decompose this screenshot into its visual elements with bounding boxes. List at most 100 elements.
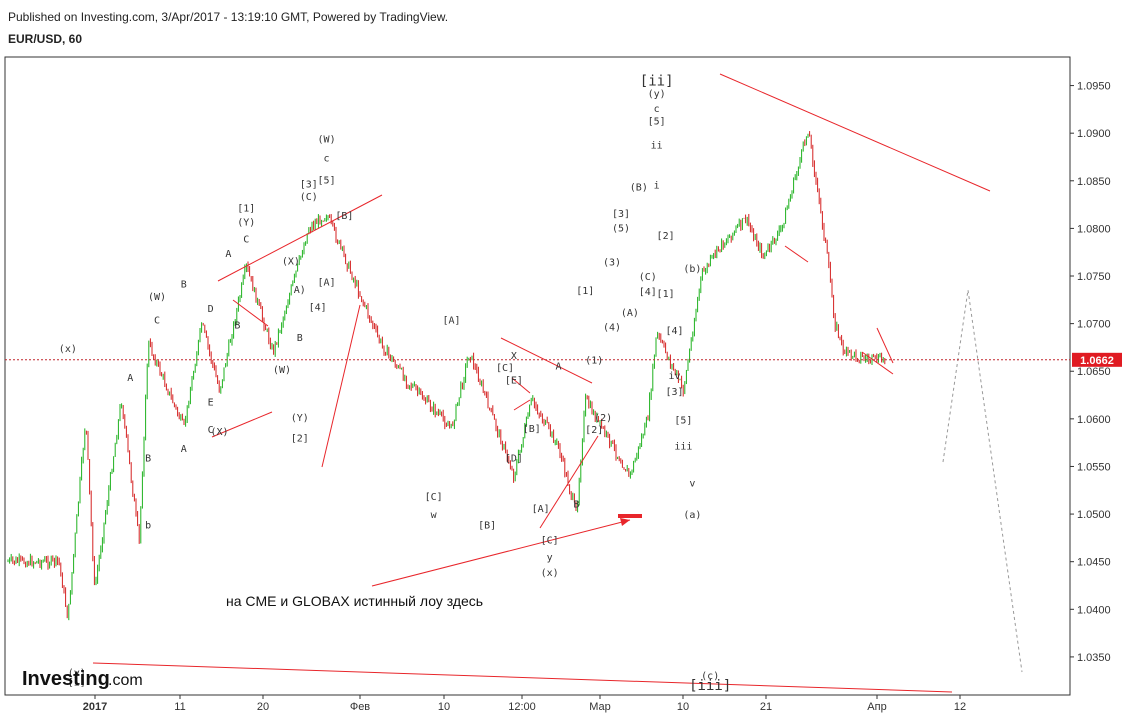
wave-label: (C) <box>300 192 318 203</box>
wave-label: (A) <box>621 308 639 319</box>
wave-label: B <box>181 279 187 290</box>
arrow-to-low-line <box>371 519 631 587</box>
time-tick-label: 21 <box>760 701 772 713</box>
wave-label: [3] <box>665 387 683 398</box>
price-tick-label: 1.0450 <box>1077 557 1111 569</box>
wave-label: (C) <box>639 272 657 283</box>
candles-layer <box>7 131 886 621</box>
wave-label: [A] <box>318 278 336 289</box>
time-tick-label: 20 <box>257 701 269 713</box>
price-tick-label: 1.0500 <box>1077 509 1111 521</box>
wave-label: i <box>654 180 660 191</box>
trendline-triangle-high <box>232 299 269 327</box>
trendline-wedge-top <box>217 194 383 282</box>
arrow-to-low-head <box>620 518 630 526</box>
wave-label: b <box>145 520 151 531</box>
trendlines-layer <box>92 73 1023 693</box>
wave-label: [B] <box>335 211 353 222</box>
current-price-label: 1.0662 <box>1080 355 1114 367</box>
wave-label: (x) <box>59 344 77 355</box>
wave-label: (4) <box>603 322 621 333</box>
wave-label: (B) <box>630 182 648 193</box>
time-tick-label: 12 <box>954 701 966 713</box>
wave-label: (y) <box>68 668 86 679</box>
logo-wordmark: Investing <box>22 668 110 690</box>
wave-label: A <box>225 249 231 260</box>
logo-suffix: .com <box>108 672 143 689</box>
wave-label: (W) <box>318 135 336 146</box>
wave-label: [1] <box>576 286 594 297</box>
trendline-x-mini-a <box>511 377 531 394</box>
wave-label: y <box>547 553 553 564</box>
wave-label: [4] <box>639 287 657 298</box>
wave-label: [2] <box>585 425 603 436</box>
wave-label: A <box>556 361 562 372</box>
wave-label: [3] <box>300 179 318 190</box>
wave-label: (X) <box>282 257 300 268</box>
wave-label: (5) <box>612 223 630 234</box>
price-axis: 1.0950 1.0900 1.0850 1.0800 1.0750 1.0700 1.06… <box>1070 81 1111 664</box>
wave-label: X <box>511 351 517 362</box>
wave-label: D <box>208 304 214 315</box>
time-tick-label: Апр <box>867 701 886 713</box>
annotation-note: на CME и GLOBAX истинный лоу здесь <box>226 593 483 609</box>
trendline-x-mini-b <box>513 399 531 411</box>
wave-label: B <box>234 320 240 331</box>
wave-label: [5] <box>318 176 336 187</box>
time-axis: 2017 11 20 Фев 10 12:00 Мар 10 21 Апр 12 <box>83 695 966 713</box>
current-price-badge: 1.0662 <box>1072 352 1122 367</box>
price-tick-label: 1.0400 <box>1077 604 1111 616</box>
wave-label: B <box>573 499 579 510</box>
price-tick-label: 1.0700 <box>1077 319 1111 331</box>
wave-label: B <box>297 333 303 344</box>
wave-label: (Y) <box>237 218 255 229</box>
wave-label: [4] <box>665 326 683 337</box>
wave-label: [3] <box>612 209 630 220</box>
price-tick-label: 1.0800 <box>1077 223 1111 235</box>
wave-label: A <box>127 373 133 384</box>
wave-label: [B] <box>478 520 496 531</box>
wave-label: ii <box>651 140 663 151</box>
wave-label: (3) <box>603 258 621 269</box>
wave-label: (y) <box>648 89 666 100</box>
trendline-c-mini <box>784 245 809 263</box>
wave-label: c <box>324 154 330 165</box>
wave-label: (2) <box>594 413 612 424</box>
time-tick-label: Мар <box>589 701 611 713</box>
price-tick-label: 1.0950 <box>1077 81 1111 93</box>
trendline-x-upper <box>500 337 593 384</box>
wave-label: c <box>654 104 660 115</box>
published-caption: Published on Investing.com, 3/Apr/2017 -… <box>8 10 449 24</box>
wave-label: B <box>145 454 151 465</box>
wave-label: C <box>243 235 249 246</box>
wave-label: [A] <box>442 316 460 327</box>
wave-label: iii <box>674 441 692 452</box>
wave-labels-layer: (x) b A B (W) C A B C D E (X) A B C (Y) [1] (W) (X) A) B (Y) [… <box>59 74 731 695</box>
wave-label: A) <box>294 285 306 296</box>
wave-label: [i] <box>68 677 86 688</box>
trendline-base <box>92 662 953 693</box>
wave-label: (1) <box>585 356 603 367</box>
wave-label: [D] <box>505 454 523 465</box>
wave-label: C <box>154 316 160 327</box>
price-tick-label: 1.0550 <box>1077 461 1111 473</box>
wave-label: [ii] <box>640 74 674 90</box>
trendline-w-leg <box>321 304 361 468</box>
wave-label: [E] <box>505 376 523 387</box>
wave-label: (X) <box>210 427 228 438</box>
wave-label: (Y) <box>291 413 309 424</box>
trendline-wedge-low <box>861 351 894 375</box>
time-tick-label: 12:00 <box>508 701 536 713</box>
wave-label: [5] <box>674 416 692 427</box>
price-tick-label: 1.0350 <box>1077 652 1111 664</box>
wave-label: [B] <box>523 424 541 435</box>
trendline-triangle-low <box>211 411 273 438</box>
time-tick-label: 10 <box>438 701 450 713</box>
time-tick-label: 10 <box>677 701 689 713</box>
wave-label: [A] <box>532 504 550 515</box>
wave-label: (c) <box>701 671 719 682</box>
wave-label: E <box>208 398 214 409</box>
wave-label: (a) <box>683 510 701 521</box>
wave-label: (x) <box>541 568 559 579</box>
